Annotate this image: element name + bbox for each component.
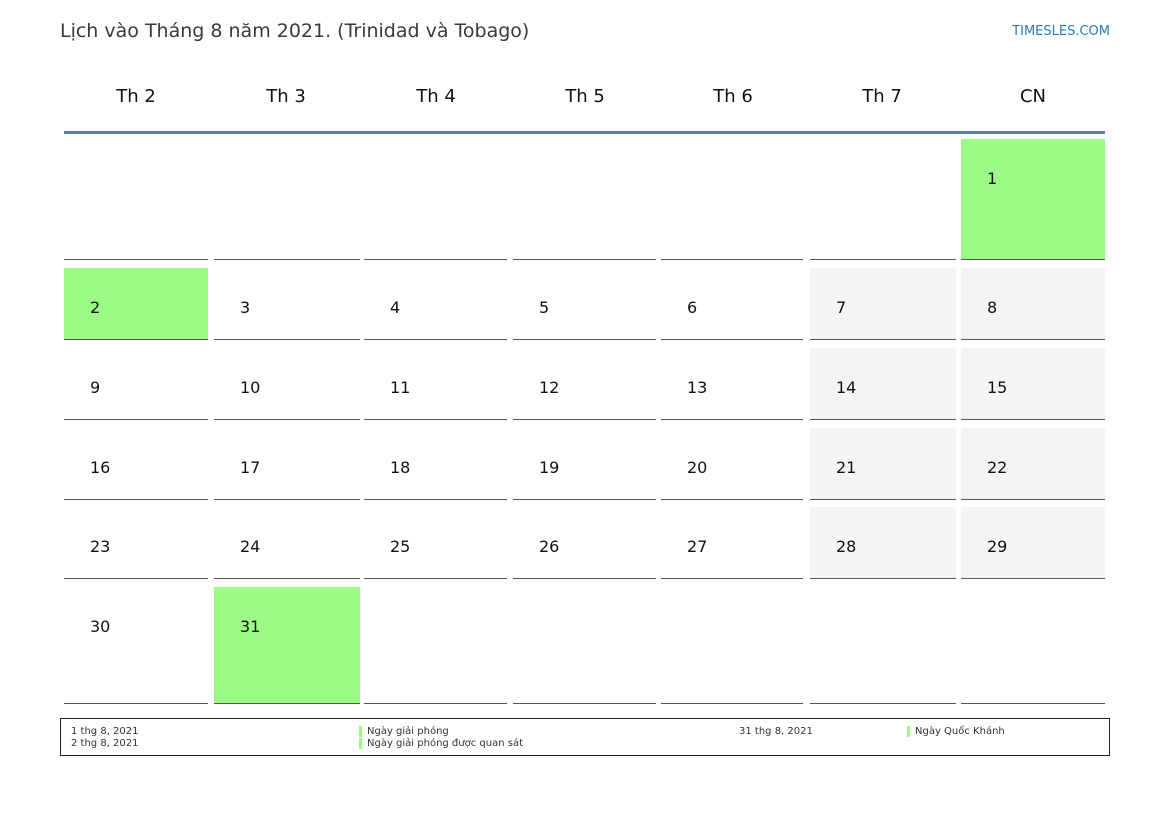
weekday-thu: Th 5: [565, 86, 605, 107]
empty-day-cell: [961, 587, 1105, 704]
day-number: 15: [987, 378, 1008, 397]
day-cell-fri[interactable]: 27: [661, 507, 803, 579]
day-number: 1: [987, 169, 998, 188]
day-number: 6: [687, 298, 698, 317]
day-cell-sun[interactable]: 8: [961, 268, 1105, 340]
legend-color-swatch: [359, 726, 362, 737]
holiday-legend: 1 thg 8, 2021 2 thg 8, 2021 Ngày giải ph…: [60, 718, 1110, 756]
empty-day-cell: [513, 139, 656, 260]
day-number: 29: [987, 537, 1008, 556]
weekday-sun: CN: [1019, 86, 1047, 107]
site-link[interactable]: TIMESLES.COM: [1012, 24, 1110, 39]
day-number: 17: [240, 458, 261, 477]
day-number: 26: [539, 537, 560, 556]
empty-day-cell: [214, 139, 360, 260]
day-cell-mon[interactable]: 30: [64, 587, 208, 704]
legend-holiday-name: Ngày Quốc Khánh: [915, 726, 1005, 737]
day-cell-tue[interactable]: 17: [214, 428, 360, 500]
weekday-wed: Th 4: [416, 86, 456, 107]
legend-holiday-name: Ngày giải phóng: [367, 726, 449, 737]
day-number: 9: [90, 378, 101, 397]
day-cell-sat[interactable]: 28: [810, 507, 956, 579]
day-cell-fri[interactable]: 13: [661, 348, 803, 420]
day-number: 21: [836, 458, 857, 477]
day-cell-thu[interactable]: 26: [513, 507, 656, 579]
day-cell-wed[interactable]: 25: [364, 507, 507, 579]
legend-date: 2 thg 8, 2021: [71, 738, 139, 749]
empty-day-cell: [364, 139, 507, 260]
header-divider: [64, 131, 1105, 134]
day-number: 13: [687, 378, 708, 397]
day-cell-sat[interactable]: 21: [810, 428, 956, 500]
day-cell-fri[interactable]: 20: [661, 428, 803, 500]
day-cell-fri[interactable]: 6: [661, 268, 803, 340]
day-number: 8: [987, 298, 998, 317]
weekday-tue: Th 3: [266, 86, 306, 107]
day-number: 4: [390, 298, 401, 317]
day-number: 3: [240, 298, 251, 317]
legend-color-swatch: [907, 726, 910, 737]
day-number: 24: [240, 537, 261, 556]
page-title: Lịch vào Tháng 8 năm 2021. (Trinidad và …: [60, 20, 530, 42]
day-number: 28: [836, 537, 857, 556]
day-number: 5: [539, 298, 550, 317]
day-number: 20: [687, 458, 708, 477]
day-number: 14: [836, 378, 857, 397]
day-number: 25: [390, 537, 411, 556]
calendar-grid: 1 2 3 4 5 6 7 8 9 10 11 12 13 14 15 16 17 18 19 20 21 22 23 24 2…: [64, 134, 1105, 704]
weekday-sat: Th 7: [862, 86, 902, 107]
day-number: 12: [539, 378, 560, 397]
day-number: 10: [240, 378, 261, 397]
day-cell-mon[interactable]: 2: [64, 268, 208, 340]
day-cell-mon[interactable]: 16: [64, 428, 208, 500]
day-number: 22: [987, 458, 1008, 477]
empty-day-cell: [810, 139, 956, 260]
day-cell-sun[interactable]: 22: [961, 428, 1105, 500]
weekday-fri: Th 6: [713, 86, 753, 107]
day-cell-mon[interactable]: 23: [64, 507, 208, 579]
empty-day-cell: [364, 587, 507, 704]
day-number: 23: [90, 537, 111, 556]
day-cell-sun[interactable]: 15: [961, 348, 1105, 420]
day-number: 19: [539, 458, 560, 477]
empty-day-cell: [661, 587, 803, 704]
day-number: 2: [90, 298, 101, 317]
legend-holiday-name: Ngày giải phóng được quan sát: [367, 738, 524, 749]
day-cell-thu[interactable]: 12: [513, 348, 656, 420]
day-number: 18: [390, 458, 411, 477]
empty-day-cell: [513, 587, 656, 704]
day-cell-sat[interactable]: 14: [810, 348, 956, 420]
empty-day-cell: [810, 587, 956, 704]
day-cell-wed[interactable]: 11: [364, 348, 507, 420]
day-cell-wed[interactable]: 18: [364, 428, 507, 500]
day-cell-tue[interactable]: 3: [214, 268, 360, 340]
legend-date: 31 thg 8, 2021: [739, 726, 813, 737]
day-number: 11: [390, 378, 411, 397]
day-cell-sun[interactable]: 29: [961, 507, 1105, 579]
weekday-header: Th 2 Th 3 Th 4 Th 5 Th 6 Th 7 CN: [64, 86, 1105, 110]
empty-day-cell: [661, 139, 803, 260]
day-cell-sat[interactable]: 7: [810, 268, 956, 340]
day-number: 7: [836, 298, 847, 317]
day-number: 30: [90, 617, 111, 636]
day-cell-wed[interactable]: 4: [364, 268, 507, 340]
day-cell-tue[interactable]: 24: [214, 507, 360, 579]
day-number: 27: [687, 537, 708, 556]
day-number: 31: [240, 617, 261, 636]
weekday-mon: Th 2: [116, 86, 156, 107]
day-cell-mon[interactable]: 9: [64, 348, 208, 420]
day-number: 16: [90, 458, 111, 477]
legend-date: 1 thg 8, 2021: [71, 726, 139, 737]
day-cell-sun[interactable]: 1: [961, 139, 1105, 260]
day-cell-tue[interactable]: 10: [214, 348, 360, 420]
day-cell-thu[interactable]: 5: [513, 268, 656, 340]
day-cell-tue[interactable]: 31: [214, 587, 360, 704]
day-cell-thu[interactable]: 19: [513, 428, 656, 500]
empty-day-cell: [64, 139, 208, 260]
legend-color-swatch: [359, 738, 362, 749]
